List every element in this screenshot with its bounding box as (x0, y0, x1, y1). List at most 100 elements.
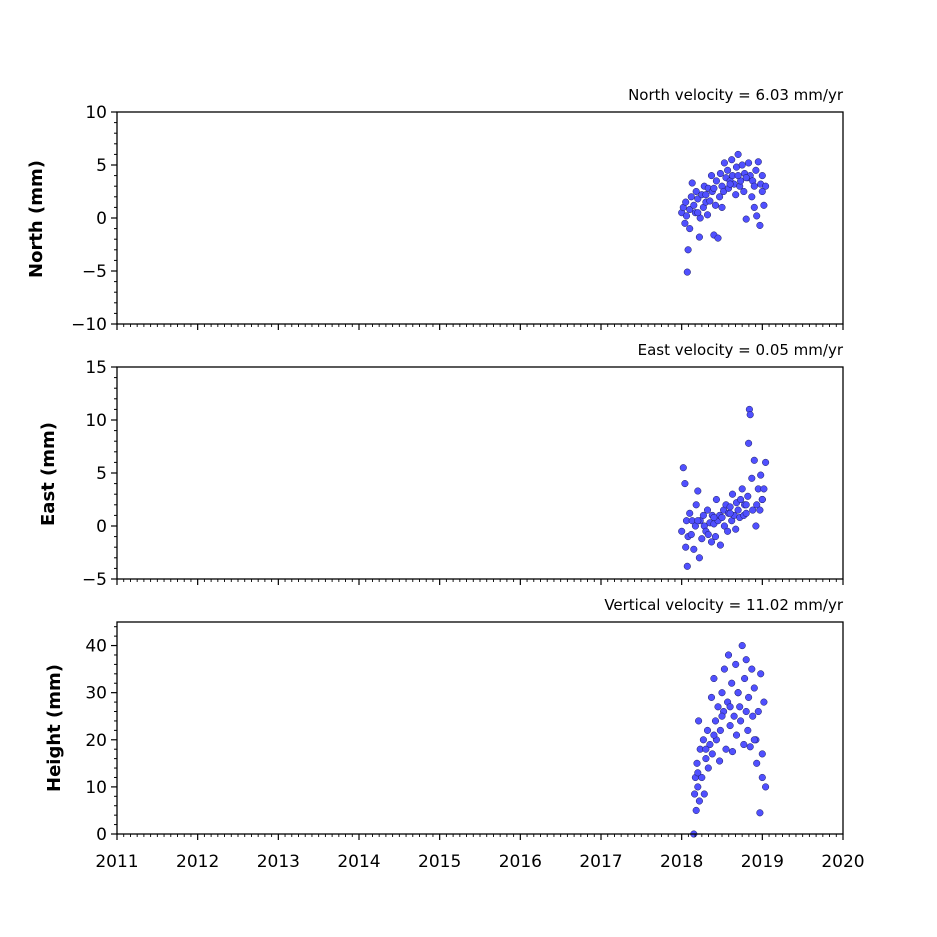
data-point (714, 703, 722, 711)
data-point (682, 212, 691, 220)
x-tick-label: 2018 (660, 852, 703, 872)
height-data-points (690, 642, 770, 838)
data-point (707, 538, 716, 546)
east-axes-frame (116, 366, 844, 580)
data-point (758, 172, 766, 180)
x-tick-label: 2011 (95, 852, 138, 872)
data-point (722, 745, 730, 753)
data-point (726, 703, 734, 711)
data-point (738, 161, 746, 169)
data-point (704, 530, 712, 539)
data-point (760, 201, 768, 209)
data-point (695, 554, 703, 562)
data-point (726, 509, 734, 517)
data-point (703, 726, 712, 734)
data-point (706, 740, 714, 749)
x-tick-label: 2015 (418, 852, 461, 872)
data-point (758, 773, 766, 782)
data-point (703, 211, 712, 219)
data-point (690, 201, 698, 209)
data-point (742, 656, 750, 664)
north-panel: North velocity = 6.03 mm/yr North (mm) 1… (26, 86, 844, 335)
data-point (698, 535, 706, 543)
data-point (726, 503, 734, 511)
data-point (742, 509, 750, 517)
data-point (750, 736, 758, 744)
data-point (707, 172, 716, 180)
data-point (702, 191, 710, 199)
x-tick-label: 2013 (257, 852, 300, 872)
height-y-axis-label: Height (mm) (44, 664, 65, 792)
data-point (753, 501, 761, 509)
x-tick-label: 2016 (499, 852, 542, 872)
data-point (757, 471, 765, 479)
x-tick-label: 2020 (821, 852, 864, 872)
data-point (695, 233, 703, 241)
data-point (734, 172, 742, 180)
data-point (682, 543, 690, 551)
data-point (692, 187, 700, 196)
data-point (718, 513, 726, 522)
data-point (710, 731, 718, 739)
data-point (720, 187, 728, 196)
data-point (750, 684, 758, 692)
data-point (734, 150, 742, 158)
data-point (698, 773, 706, 782)
data-point (732, 660, 740, 668)
y-tick-label: −5 (82, 262, 107, 282)
data-point (694, 783, 702, 791)
data-point (749, 506, 757, 514)
data-point (703, 506, 712, 514)
data-point (742, 215, 750, 223)
data-point (724, 166, 732, 174)
data-point (728, 156, 736, 164)
data-point (741, 674, 749, 683)
data-point (694, 769, 702, 777)
data-point (702, 755, 710, 763)
data-point (710, 513, 718, 522)
data-point (699, 511, 707, 519)
data-point (679, 464, 687, 472)
data-point (695, 717, 703, 725)
data-point (737, 717, 745, 725)
data-point (750, 203, 758, 211)
data-point (746, 743, 754, 751)
data-point (756, 506, 764, 514)
data-point (693, 759, 701, 767)
east-y-axis-label: East (mm) (38, 422, 59, 526)
north-velocity-label: North velocity = 6.03 mm/yr (628, 86, 844, 104)
data-point (757, 670, 765, 678)
data-point (748, 193, 756, 201)
data-point (724, 651, 733, 659)
data-point (690, 545, 698, 553)
height-ticks: 40 30 20 10 0 2011 2012 2013 2014 2015 2016 2017 201… (85, 626, 865, 872)
y-tick-label: 5 (96, 156, 107, 176)
data-point (732, 191, 740, 199)
data-point (760, 485, 768, 493)
height-panel: Vertical velocity = 11.02 mm/yr Height (… (44, 596, 865, 872)
y-tick-label: 20 (85, 731, 107, 751)
data-point (718, 203, 726, 211)
data-point (749, 712, 757, 720)
data-point (748, 665, 756, 673)
data-point (714, 234, 722, 242)
data-point (754, 707, 762, 716)
data-point (695, 797, 703, 805)
data-point (694, 209, 702, 217)
data-point (726, 722, 734, 730)
data-point (738, 642, 746, 650)
data-point (752, 522, 760, 530)
data-point (699, 736, 707, 744)
x-tick-label: 2019 (741, 852, 784, 872)
y-tick-label: −10 (71, 315, 107, 335)
data-point (756, 221, 764, 229)
data-point (686, 509, 694, 517)
y-tick-label: 0 (96, 517, 107, 537)
data-point (711, 201, 720, 209)
data-point (681, 480, 689, 488)
data-point (728, 748, 737, 756)
data-point (740, 740, 748, 749)
data-point (704, 764, 712, 772)
